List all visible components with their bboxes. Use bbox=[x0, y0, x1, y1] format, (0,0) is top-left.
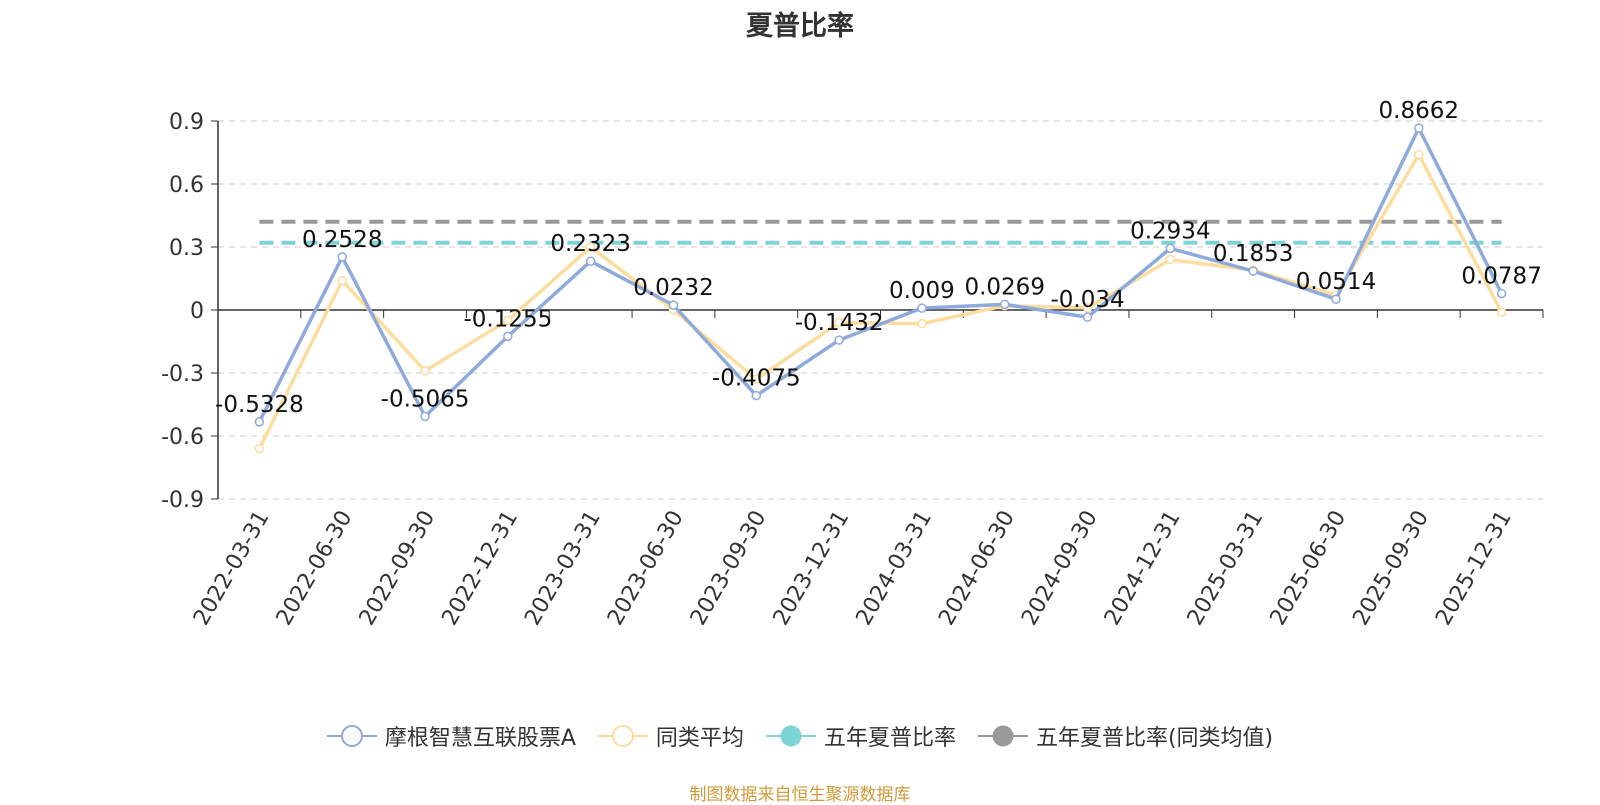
series-point bbox=[1082, 312, 1093, 322]
series-point bbox=[1414, 123, 1424, 133]
series-point bbox=[1496, 288, 1507, 299]
data-label: 0.0232 bbox=[633, 275, 713, 301]
legend-label: 摩根智慧互联股票A bbox=[384, 726, 576, 751]
series-point bbox=[751, 374, 762, 385]
legend-swatch-icon bbox=[597, 725, 648, 747]
x-tick-label: 2024-03-31 bbox=[852, 507, 938, 630]
data-label: -0.034 bbox=[1050, 287, 1124, 313]
data-label: -0.1255 bbox=[463, 306, 552, 332]
series-point bbox=[917, 303, 927, 313]
y-tick-label: -0.6 bbox=[161, 425, 204, 450]
series-point bbox=[337, 252, 347, 262]
data-label: 0.2934 bbox=[1130, 218, 1210, 244]
chart-title: 夏普比率 bbox=[746, 11, 854, 42]
x-tick-label: 2025-03-31 bbox=[1183, 507, 1269, 630]
x-tick-label: 2022-06-30 bbox=[272, 507, 358, 630]
legend-item[interactable]: 五年夏普比率 bbox=[765, 720, 956, 752]
data-label: -0.4075 bbox=[712, 366, 801, 392]
series-point bbox=[420, 411, 430, 422]
series-lines bbox=[254, 123, 1507, 454]
legend-label: 五年夏普比率(同类均值) bbox=[1035, 726, 1274, 751]
axes: 0.9 0.6 0.3 0 -0.3 -0.6 -0.92022-03-312022-06-… bbox=[161, 110, 1544, 630]
data-label: 0.8662 bbox=[1379, 98, 1459, 124]
series-point bbox=[668, 300, 679, 310]
data-label: 0.009 bbox=[889, 278, 955, 304]
y-tick-label: 0 bbox=[190, 299, 204, 324]
x-tick-label: 2025-12-31 bbox=[1431, 507, 1517, 630]
series-point bbox=[503, 331, 513, 342]
data-label: 0.0269 bbox=[964, 274, 1044, 300]
series-point bbox=[1248, 266, 1258, 276]
x-tick-label: 2024-06-30 bbox=[934, 507, 1020, 630]
legend-swatch-icon bbox=[765, 725, 816, 747]
series-point bbox=[1331, 294, 1341, 304]
series-point bbox=[834, 335, 844, 345]
legend-label: 同类平均 bbox=[655, 726, 744, 751]
data-label: -0.5328 bbox=[215, 392, 304, 418]
series-point bbox=[751, 390, 762, 401]
series-point bbox=[503, 315, 513, 326]
x-tick-label: 2022-03-31 bbox=[189, 507, 275, 630]
data-label: -0.1432 bbox=[795, 310, 884, 336]
series-line bbox=[257, 126, 1504, 423]
series-point bbox=[585, 256, 596, 266]
data-label: 0.2323 bbox=[550, 231, 630, 257]
x-tick-label: 2024-12-31 bbox=[1100, 507, 1186, 630]
y-tick-label: 0.9 bbox=[169, 110, 204, 135]
series-point bbox=[254, 443, 265, 454]
x-tick-label: 2025-06-30 bbox=[1266, 507, 1352, 630]
data-label: -0.5065 bbox=[381, 386, 470, 412]
x-tick-label: 2023-12-31 bbox=[769, 507, 855, 630]
x-tick-label: 2023-06-30 bbox=[603, 507, 689, 630]
data-label: 0.1853 bbox=[1213, 241, 1293, 267]
series-point bbox=[999, 299, 1010, 310]
series-point bbox=[1496, 307, 1507, 317]
x-tick-label: 2023-09-30 bbox=[686, 507, 772, 630]
y-tick-label: -0.3 bbox=[161, 362, 204, 387]
source-note: 制图数据来自恒生聚源数据库 bbox=[689, 785, 911, 805]
x-tick-label: 2024-09-30 bbox=[1017, 507, 1103, 630]
x-tick-label: 2023-03-31 bbox=[520, 507, 606, 630]
series-point bbox=[917, 318, 927, 329]
legend-label: 五年夏普比率 bbox=[823, 726, 956, 751]
data-label: 0.0787 bbox=[1461, 263, 1541, 289]
legend-swatch-icon bbox=[326, 725, 377, 747]
data-label: 0.0514 bbox=[1296, 269, 1376, 295]
series-point bbox=[337, 275, 347, 286]
legend-item[interactable]: 摩根智慧互联股票A bbox=[326, 720, 576, 752]
x-tick-label: 2025-09-30 bbox=[1348, 507, 1434, 630]
y-tick-label: 0.6 bbox=[169, 173, 204, 198]
legend-item[interactable]: 五年夏普比率(同类均值) bbox=[977, 720, 1274, 752]
chart-plot: 0.9 0.6 0.3 0 -0.3 -0.6 -0.92022-03-312022-06-… bbox=[161, 98, 1544, 630]
grid-lines bbox=[218, 120, 1543, 500]
series-point bbox=[1165, 243, 1176, 254]
legend: 摩根智慧互联股票A 同类平均 五年夏普比率 五年夏普比率(同类均值) bbox=[0, 720, 1600, 752]
series-point bbox=[1082, 303, 1093, 313]
x-tick-label: 2022-09-30 bbox=[355, 507, 441, 630]
series-point bbox=[834, 317, 844, 328]
legend-swatch-icon bbox=[977, 725, 1028, 747]
series-point bbox=[254, 417, 265, 427]
y-tick-label: -0.9 bbox=[161, 488, 204, 513]
series-point bbox=[420, 366, 430, 376]
y-tick-label: 0.3 bbox=[169, 236, 204, 261]
series-point bbox=[1165, 254, 1176, 265]
series-point bbox=[1414, 149, 1424, 160]
legend-item[interactable]: 同类平均 bbox=[597, 720, 744, 752]
series-point bbox=[585, 242, 596, 252]
data-label: 0.2528 bbox=[302, 227, 382, 253]
x-tick-label: 2022-12-31 bbox=[437, 507, 523, 630]
